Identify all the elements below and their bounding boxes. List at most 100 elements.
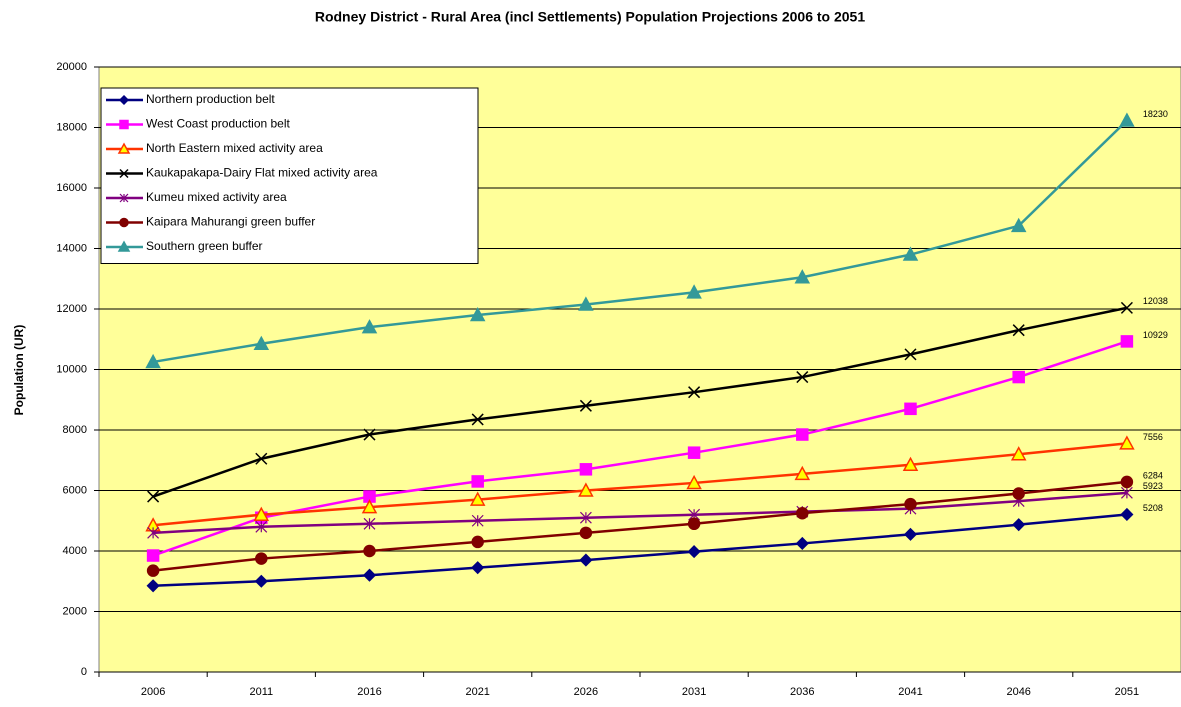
y-tick-label: 8000 <box>63 424 87 436</box>
chart-title: Rodney District - Rural Area (incl Settl… <box>315 9 866 25</box>
marker <box>255 452 268 465</box>
marker <box>255 552 268 565</box>
marker <box>794 465 811 481</box>
data-label: 6284 <box>1143 470 1163 480</box>
x-tick-label: 2031 <box>682 686 706 698</box>
marker <box>1120 486 1133 499</box>
data-label: 12038 <box>1143 296 1168 306</box>
marker <box>1120 507 1134 522</box>
marker <box>579 399 592 412</box>
marker <box>361 319 378 334</box>
marker <box>1010 217 1027 233</box>
marker <box>796 506 809 520</box>
marker <box>361 499 378 514</box>
y-tick-label: 6000 <box>63 484 87 496</box>
marker <box>119 193 129 203</box>
marker <box>579 511 592 524</box>
marker <box>471 514 484 527</box>
y-tick-label: 18000 <box>56 121 87 133</box>
marker <box>147 490 160 503</box>
marker <box>363 428 376 441</box>
marker <box>687 545 701 559</box>
marker <box>145 353 161 369</box>
x-tick-label: 2036 <box>790 686 814 698</box>
marker <box>686 284 702 299</box>
series-line <box>152 119 1128 364</box>
marker <box>579 526 593 540</box>
data-label: 5208 <box>1143 503 1163 513</box>
marker <box>687 446 701 459</box>
marker <box>903 527 918 541</box>
marker <box>471 475 484 488</box>
marker <box>363 517 376 530</box>
marker <box>471 561 485 575</box>
marker <box>146 549 160 562</box>
marker <box>119 168 129 179</box>
marker <box>119 119 129 130</box>
series-line <box>153 513 1128 588</box>
y-axis-label: Population (UR) <box>12 325 26 416</box>
legend-label: West Coast production belt <box>146 117 291 131</box>
marker <box>904 402 917 416</box>
marker <box>146 579 160 593</box>
legend-label: Kumeu mixed activity area <box>146 190 287 204</box>
marker <box>578 482 594 497</box>
marker <box>254 574 268 588</box>
x-tick-label: 2026 <box>574 686 598 698</box>
series-line <box>153 491 1127 535</box>
marker <box>1010 446 1027 461</box>
x-tick-label: 2011 <box>249 686 273 698</box>
marker <box>147 526 160 539</box>
marker <box>146 564 160 577</box>
marker <box>686 474 702 490</box>
marker <box>902 456 919 472</box>
legend-label: North Eastern mixed activity area <box>146 141 323 155</box>
marker <box>117 142 131 154</box>
marker <box>117 240 131 252</box>
marker <box>1120 301 1133 314</box>
marker <box>579 463 593 476</box>
marker <box>688 386 701 399</box>
marker <box>1119 112 1135 127</box>
data-label: 7556 <box>1143 432 1163 442</box>
legend-label: Southern green buffer <box>146 239 263 253</box>
marker <box>118 94 130 106</box>
marker <box>1012 370 1025 384</box>
marker <box>362 568 377 582</box>
marker <box>1120 475 1134 489</box>
series-line <box>152 442 1128 527</box>
x-tick-label: 2046 <box>1006 686 1030 698</box>
data-label: 18230 <box>1143 109 1168 119</box>
marker <box>579 553 593 567</box>
legend-label: Northern production belt <box>146 92 275 106</box>
marker <box>795 536 809 550</box>
data-label: 5923 <box>1143 481 1163 491</box>
marker <box>794 269 811 284</box>
marker <box>1012 487 1025 500</box>
marker <box>904 497 917 511</box>
y-tick-label: 4000 <box>63 545 87 557</box>
marker <box>253 506 270 521</box>
y-tick-label: 14000 <box>56 242 87 254</box>
data-label: 10929 <box>1143 330 1168 340</box>
series-line <box>152 306 1128 498</box>
marker <box>119 217 129 228</box>
x-tick-label: 2016 <box>357 686 381 698</box>
series-line <box>152 340 1128 557</box>
x-tick-label: 2041 <box>898 686 922 698</box>
marker <box>255 520 268 533</box>
marker <box>1012 518 1026 532</box>
y-tick-label: 16000 <box>56 182 87 194</box>
x-tick-label: 2021 <box>465 686 489 698</box>
marker <box>1120 335 1134 348</box>
marker <box>363 544 376 558</box>
marker <box>796 428 809 441</box>
y-tick-label: 10000 <box>56 363 87 375</box>
y-tick-label: 20000 <box>56 61 87 73</box>
marker <box>469 491 486 506</box>
marker <box>796 371 809 384</box>
y-tick-label: 0 <box>81 666 87 678</box>
series-line <box>152 480 1128 572</box>
marker <box>902 246 919 261</box>
